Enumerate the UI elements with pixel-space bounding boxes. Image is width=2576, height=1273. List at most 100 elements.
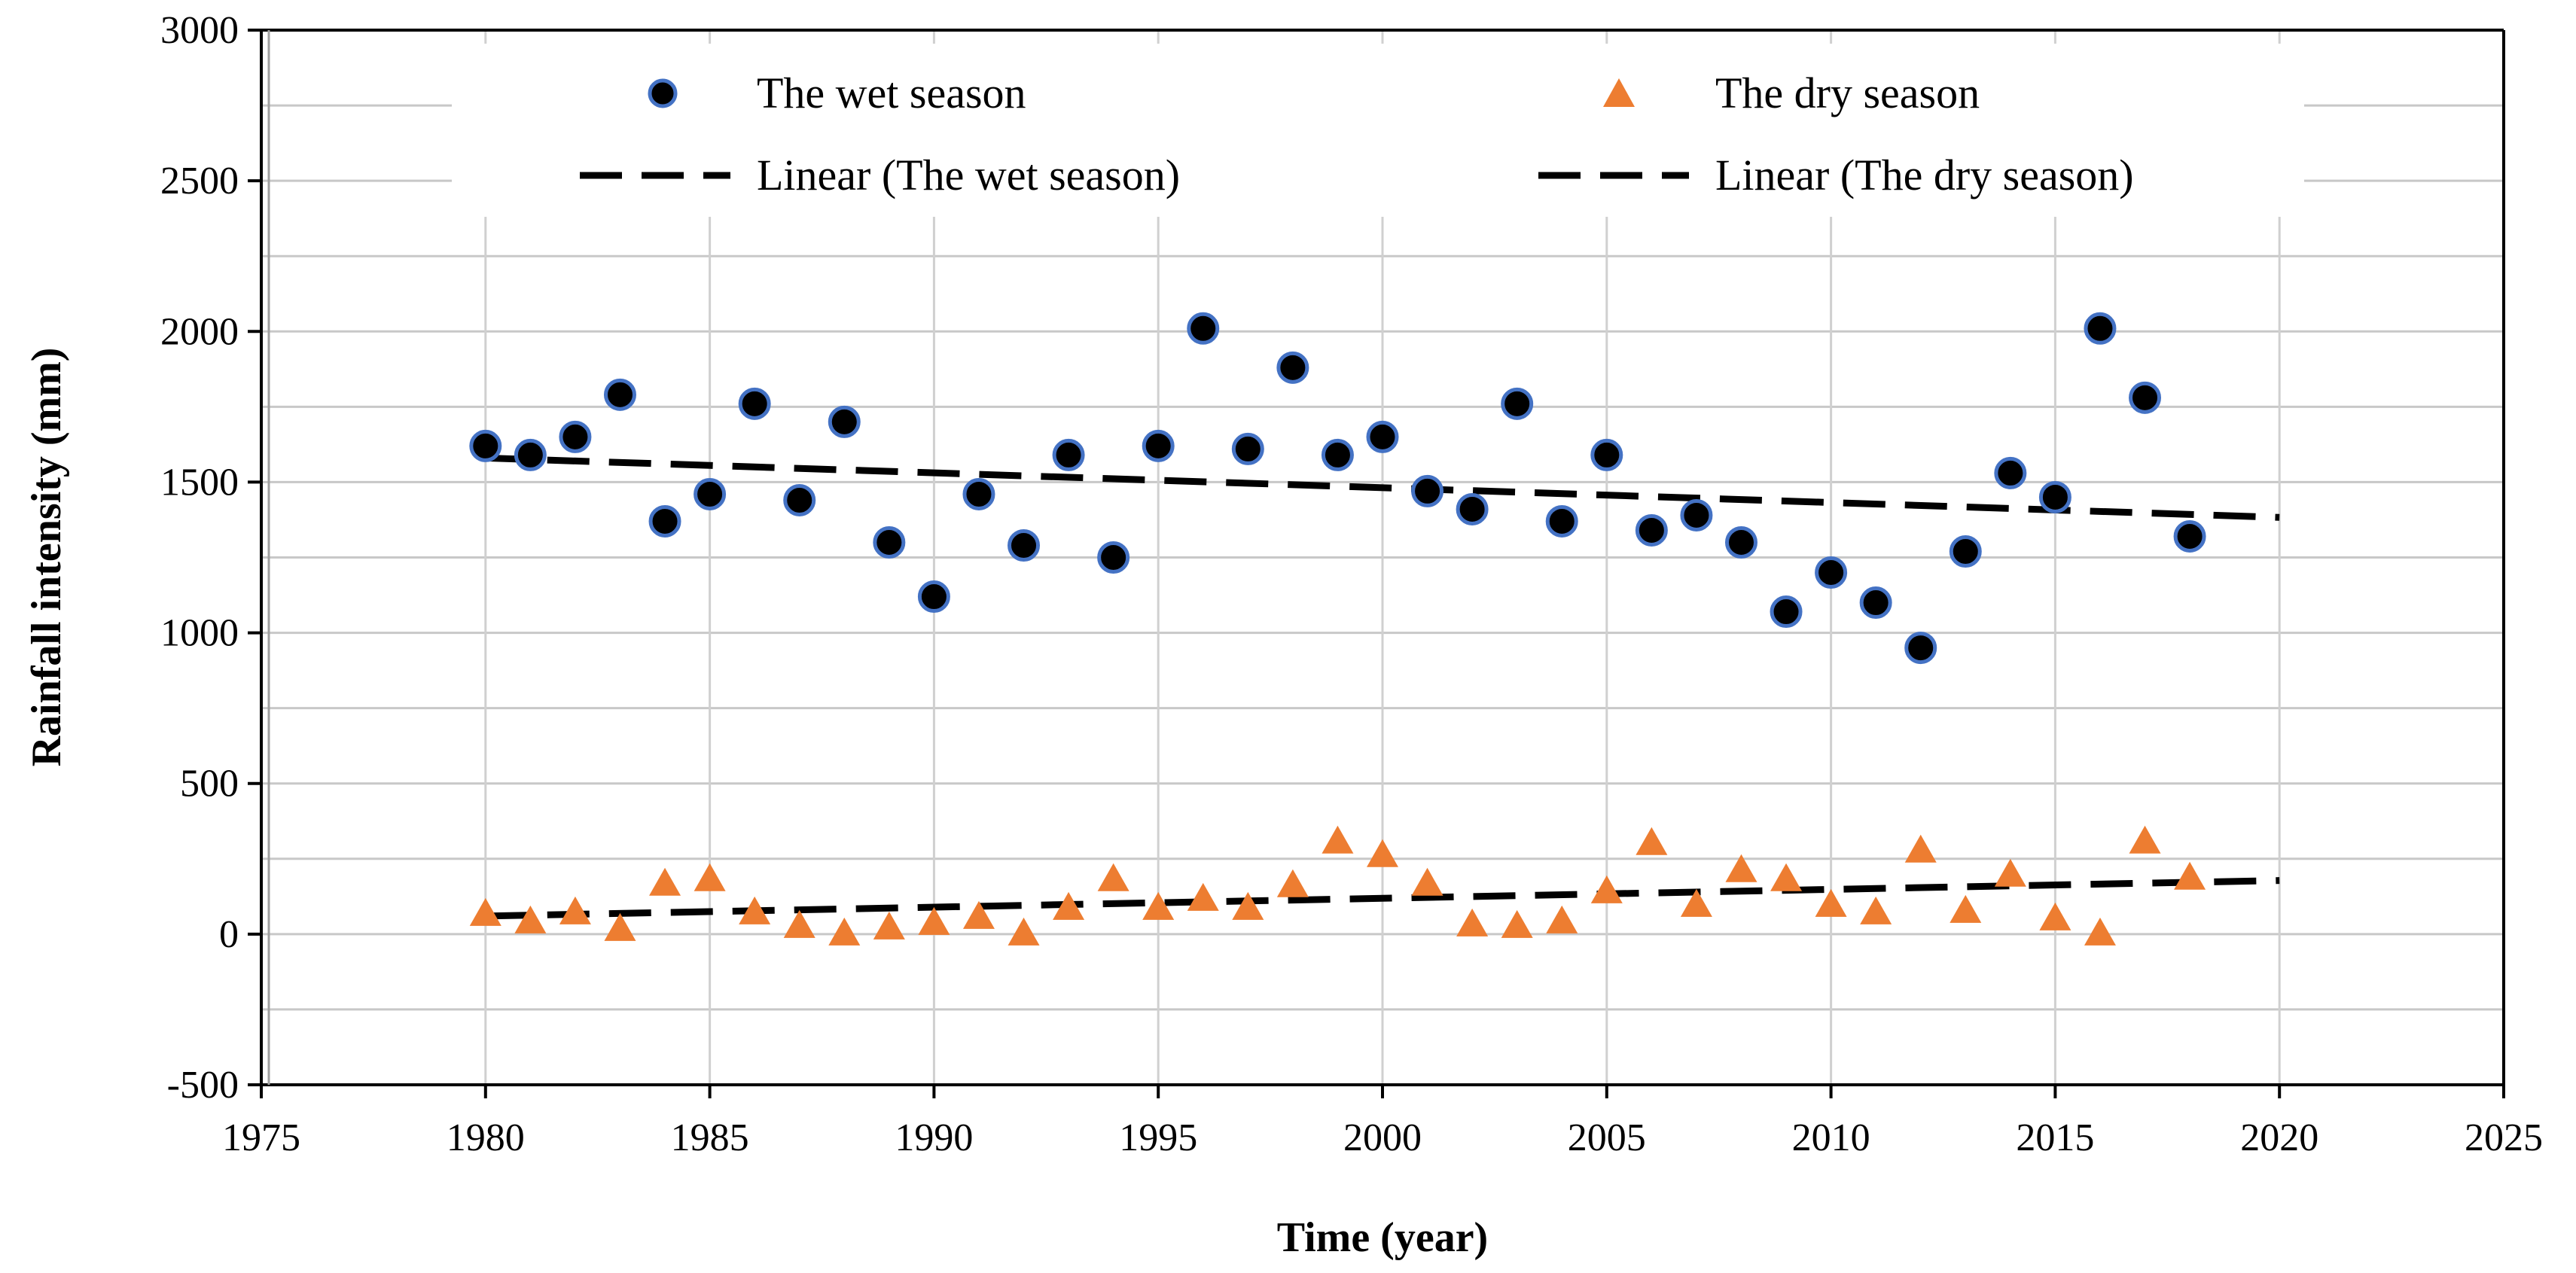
dry-season-point — [469, 897, 501, 926]
x-tick-label: 1975 — [222, 1116, 300, 1159]
dry-season-point — [1232, 891, 1264, 920]
x-tick-label: 2020 — [2240, 1116, 2318, 1159]
dry-season-point — [962, 900, 995, 929]
dry-season-trendline — [485, 877, 2280, 920]
wet-season-point — [962, 477, 995, 510]
dry-season-point — [1456, 908, 1489, 936]
wet-season-point — [1680, 498, 1713, 531]
wet-season-point — [873, 525, 906, 559]
y-tick-label: 2500 — [160, 160, 239, 203]
wet-season-point — [559, 420, 592, 453]
wet-season-point — [1231, 432, 1264, 465]
x-tick-label: 2025 — [2465, 1116, 2543, 1159]
legend: The wet season The dry season Linear (Th… — [452, 44, 2304, 217]
wet-season-point — [1724, 525, 1757, 559]
dry-season-point — [1590, 875, 1623, 903]
wet-season-point — [2084, 312, 2117, 345]
dry-season-point — [1636, 827, 1668, 855]
dry-season-point — [918, 906, 950, 935]
wet-season-point — [1456, 492, 1489, 525]
legend-wet-label: The wet season — [757, 69, 1026, 117]
legend-wet-marker — [648, 78, 678, 108]
dry-season-point — [2084, 917, 2116, 946]
wet-season-point — [1142, 429, 1175, 462]
wet-season-point — [1815, 556, 1848, 589]
dry-season-point — [739, 896, 771, 924]
y-tick-label: 1500 — [160, 461, 239, 504]
dry-season-point — [2174, 861, 2206, 890]
legend-dry-label: The dry season — [1715, 69, 1980, 117]
y-tick-label: 500 — [180, 763, 239, 806]
dry-season-point — [1008, 917, 1040, 946]
x-tick-label: 1980 — [447, 1116, 525, 1159]
y-tick-label: 3000 — [160, 9, 239, 52]
legend-wet-trend-label: Linear (The wet season) — [757, 151, 1180, 199]
x-tick-label: 2015 — [2016, 1116, 2094, 1159]
y-tick-label: 2000 — [160, 310, 239, 353]
legend-dry-trend-label: Linear (The dry season) — [1715, 151, 2134, 199]
wet-season-point — [2173, 519, 2206, 553]
dry-season-point — [828, 917, 861, 946]
dry-season-point — [1322, 825, 1354, 854]
x-axis-title: Time (year) — [1277, 1214, 1488, 1261]
dry-season-point — [1860, 896, 1892, 924]
dry-season-point — [1546, 905, 1578, 933]
wet-season-point — [738, 387, 771, 420]
wet-season-point — [1366, 420, 1399, 453]
axes-layer — [248, 29, 2505, 1098]
legend-dry-marker — [1603, 78, 1635, 107]
wet-season-point — [514, 438, 547, 471]
dry-season-point — [1770, 863, 1803, 891]
trendline-layer — [485, 454, 2280, 920]
y-tick-label: -500 — [167, 1064, 239, 1107]
dry-season-point — [1950, 894, 1982, 923]
series-layer — [469, 312, 2206, 946]
wet-season-point — [1008, 528, 1041, 562]
dry-season-point — [1815, 888, 1847, 917]
dry-season-point — [1142, 891, 1175, 920]
wet-season-point — [1321, 438, 1354, 471]
dry-season-point — [783, 909, 815, 938]
wet-season-point — [1590, 438, 1623, 471]
wet-season-point — [648, 504, 681, 538]
x-tick-label: 1985 — [671, 1116, 749, 1159]
wet-season-point — [1994, 456, 2027, 489]
dry-season-point — [604, 912, 636, 941]
x-tick-label: 1990 — [895, 1116, 973, 1159]
wet-season-point — [1276, 351, 1309, 384]
wet-season-point — [1501, 387, 1534, 420]
wet-season-point — [2038, 480, 2071, 513]
x-tick-label: 1995 — [1119, 1116, 1197, 1159]
dry-season-point — [1053, 891, 1085, 920]
tick-labels: -500 0 500 1000 1500 2000 2500 3000 1975 1980 1985… — [160, 9, 2543, 1159]
dry-season-point — [1725, 854, 1757, 882]
dry-season-point — [559, 896, 591, 924]
dry-season-point — [1501, 909, 1533, 938]
y-axis-title: Rainfall intensity (mm) — [23, 348, 70, 767]
wet-season-point — [1904, 632, 1937, 665]
x-tick-label: 2000 — [1343, 1116, 1422, 1159]
dry-season-point — [2129, 825, 2161, 854]
wet-season-point — [783, 483, 816, 516]
wet-season-point — [1635, 513, 1668, 547]
wet-season-point — [694, 477, 727, 510]
wet-season-point — [1859, 586, 1892, 620]
x-tick-label: 2005 — [1568, 1116, 1646, 1159]
dry-season-point — [2039, 902, 2071, 930]
dry-season-point — [1411, 867, 1443, 896]
wet-season-point — [1770, 595, 1803, 629]
wet-season-point — [1411, 474, 1444, 507]
dry-season-point — [1276, 869, 1309, 897]
dry-season-point — [649, 867, 681, 896]
dry-season-point — [1097, 863, 1129, 891]
wet-season-point — [603, 378, 636, 411]
dry-season-point — [1187, 882, 1219, 911]
wet-season-point — [1052, 438, 1085, 471]
dry-season-point — [514, 905, 547, 933]
wet-season-point — [1097, 541, 1130, 574]
y-tick-label: 1000 — [160, 612, 239, 655]
y-tick-label: 0 — [219, 913, 239, 956]
x-tick-label: 2010 — [1792, 1116, 1870, 1159]
dry-season-point — [1367, 839, 1398, 867]
